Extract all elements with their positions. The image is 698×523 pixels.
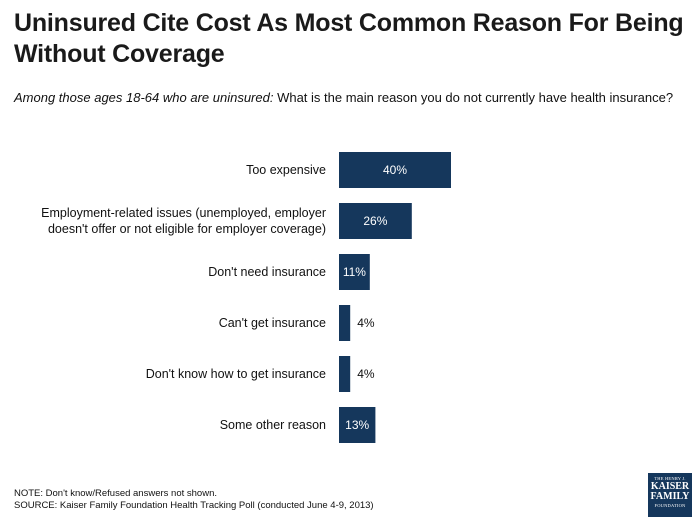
- footer: NOTE: Don't know/Refused answers not sho…: [14, 488, 574, 512]
- chart-title: Uninsured Cite Cost As Most Common Reaso…: [14, 9, 684, 68]
- value-label-4: 4%: [357, 367, 375, 381]
- bar-3: [339, 305, 351, 341]
- bar-chart: 40% Too expensive 26% Employment-related is…: [41, 152, 451, 443]
- logo-line-2: KAISER: [650, 481, 690, 492]
- kff-logo: THE HENRY J. KAISER FAMILY FOUNDATION: [648, 473, 692, 517]
- subtitle-qualifier: Among those ages 18-64 who are uninsured…: [14, 90, 274, 105]
- source-text: SOURCE: Kaiser Family Foundation Health …: [14, 500, 374, 511]
- value-label-3: 4%: [357, 316, 375, 330]
- category-label-5: Some other reason: [220, 418, 326, 432]
- logo-line-4: FOUNDATION: [654, 503, 686, 508]
- subtitle-question: What is the main reason you do not curre…: [277, 90, 674, 105]
- bar-4: [339, 356, 351, 392]
- bar-2: [339, 254, 370, 290]
- logo-line-1: THE HENRY J.: [654, 476, 686, 481]
- chart-subtitle: Among those ages 18-64 who are uninsured…: [14, 90, 694, 106]
- note-text: NOTE: Don't know/Refused answers not sho…: [14, 488, 217, 499]
- bar-0: [339, 152, 451, 188]
- bar-5: [339, 407, 376, 443]
- logo-line-3: FAMILY: [650, 491, 690, 502]
- category-label-1: Employment-related issues (unemployed, e…: [41, 206, 326, 236]
- category-label-0: Too expensive: [246, 163, 326, 177]
- category-label-4: Don't know how to get insurance: [146, 367, 326, 381]
- bar-1: [339, 203, 412, 239]
- value-label-1: 26%: [363, 214, 387, 228]
- category-label-3: Can't get insurance: [219, 316, 326, 330]
- value-label-0: 40%: [383, 163, 407, 177]
- category-label-2: Don't need insurance: [208, 265, 326, 279]
- value-label-5: 13%: [345, 418, 369, 432]
- value-label-2: 11%: [343, 265, 366, 279]
